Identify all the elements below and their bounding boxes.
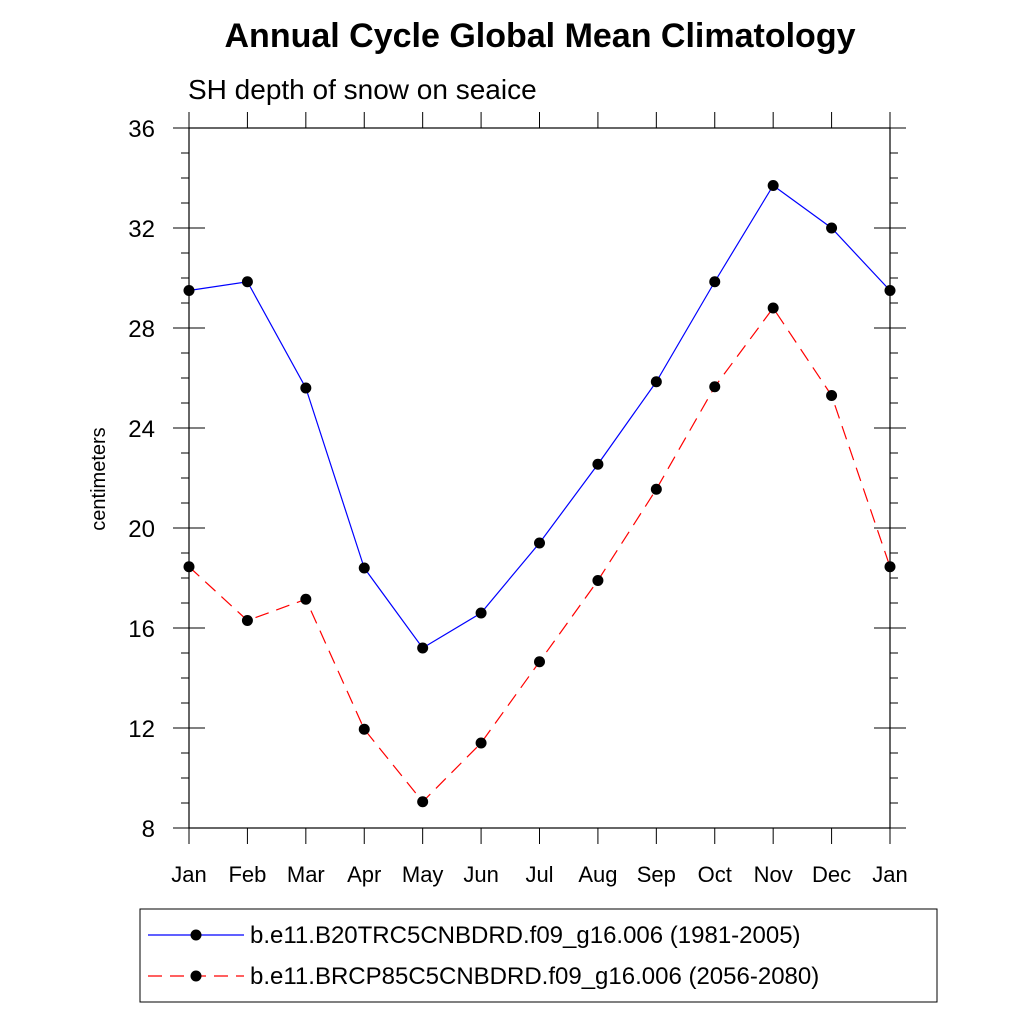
y-tick-label: 32	[128, 216, 155, 243]
x-tick-label: Dec	[812, 862, 851, 887]
axes: 8 12 16 20 24 28 32 36 Jan Feb Mar Apr May Jun Jul Aug S…	[128, 112, 908, 887]
x-tick-label: Oct	[698, 862, 732, 887]
x-tick-label: Aug	[578, 862, 617, 887]
data-point	[241, 615, 253, 626]
x-tick-label: Sep	[637, 862, 676, 887]
data-point	[650, 483, 662, 495]
x-tick-label: Feb	[228, 862, 266, 887]
y-tick-label: 16	[128, 616, 155, 643]
data-point	[534, 656, 545, 668]
data-point	[417, 796, 429, 808]
legend-box	[139, 908, 938, 1003]
series-line-0	[188, 184, 891, 649]
x-tick-label: Mar	[287, 862, 325, 887]
y-axis-label: centimeters	[88, 427, 110, 530]
series-group	[183, 180, 896, 808]
data-point	[592, 575, 604, 586]
plot-frame	[188, 127, 891, 829]
legend-label-historical: b.e11.B20TRC5CNBDRD.f09_g16.006 (1981-20…	[250, 922, 801, 949]
data-point	[475, 607, 487, 619]
x-tick-label: Jan	[872, 862, 907, 887]
legend-marker-historical	[190, 929, 202, 941]
data-point	[358, 723, 370, 735]
data-point	[767, 180, 779, 191]
data-point	[826, 222, 838, 234]
chart-title: Annual Cycle Global Mean Climatology	[225, 17, 856, 55]
data-point	[183, 561, 195, 573]
y-tick-label: 28	[128, 316, 155, 343]
data-point	[183, 285, 195, 296]
data-point	[534, 537, 545, 549]
x-tick-label: Jun	[463, 862, 498, 887]
legend-label-rcp85: b.e11.BRCP85C5CNBDRD.f09_g16.006 (2056-2…	[250, 963, 819, 990]
y-tick-label: 12	[128, 716, 155, 743]
data-point	[241, 276, 253, 288]
x-tick-label: Apr	[347, 862, 381, 887]
x-tick-label: Nov	[754, 862, 793, 887]
y-tick-label: 20	[128, 516, 155, 543]
data-point	[767, 302, 779, 314]
data-point	[592, 458, 604, 470]
legend-marker-rcp85	[190, 970, 202, 982]
data-point	[884, 561, 896, 573]
y-tick-label: 36	[128, 116, 155, 143]
legend: b.e11.B20TRC5CNBDRD.f09_g16.006 (1981-20…	[139, 908, 938, 1003]
y-tick-label: 24	[128, 416, 155, 443]
data-point	[417, 642, 429, 654]
data-point	[300, 382, 312, 394]
data-point	[884, 285, 896, 296]
data-point	[709, 381, 721, 393]
data-point	[650, 376, 662, 388]
data-point	[358, 562, 370, 574]
chart-subtitle: SH depth of snow on seaice	[188, 74, 537, 105]
data-point	[475, 737, 487, 749]
data-point	[826, 390, 838, 401]
data-point	[300, 593, 312, 605]
x-tick-label: May	[402, 862, 444, 887]
data-point	[709, 276, 721, 288]
x-tick-label: Jul	[525, 862, 553, 887]
y-tick-label: 8	[142, 816, 155, 843]
series-line-1	[188, 306, 891, 803]
x-tick-label: Jan	[171, 862, 206, 887]
